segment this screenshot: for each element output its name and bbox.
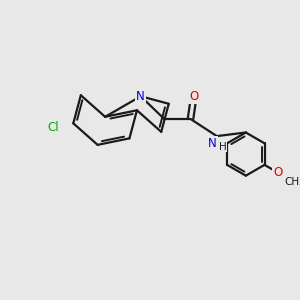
Text: Cl: Cl [47, 121, 59, 134]
Text: O: O [273, 166, 282, 179]
Text: O: O [189, 90, 198, 103]
Text: H: H [219, 142, 227, 152]
Text: N: N [136, 90, 145, 103]
Text: N: N [208, 136, 217, 149]
Text: CH₃: CH₃ [284, 177, 300, 187]
